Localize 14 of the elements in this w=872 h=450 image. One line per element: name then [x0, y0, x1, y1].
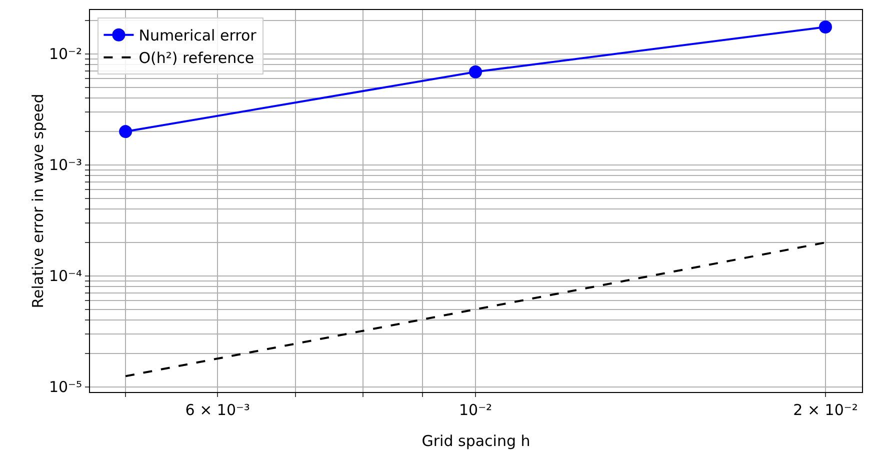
y-tick-label: 10⁻⁵ — [48, 378, 82, 396]
point — [818, 20, 832, 34]
x-tick-label: 2 × 10⁻² — [793, 401, 858, 419]
x-tick-label: 10⁻² — [459, 401, 492, 419]
legend-label: O(h²) reference — [138, 49, 254, 68]
point — [119, 125, 132, 138]
x-tick-label: 6 × 10⁻³ — [185, 401, 250, 419]
y-axis-title: Relative error in wave speed — [28, 94, 47, 308]
y-tick-label: 10⁻⁴ — [48, 267, 82, 286]
y-tick-label: 10⁻² — [48, 45, 82, 64]
point — [469, 65, 482, 78]
y-tick-label: 10⁻³ — [48, 156, 82, 174]
x-axis-title: Grid spacing h — [422, 432, 530, 450]
legend-label: Numerical error — [138, 26, 258, 45]
